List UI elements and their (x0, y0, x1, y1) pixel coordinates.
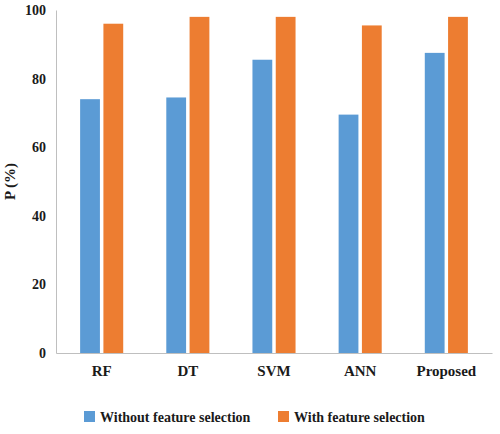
y-tick-label: 100 (25, 3, 46, 18)
y-tick: 100 (25, 3, 56, 18)
y-axis: 0 20 40 60 80 100 (25, 3, 57, 361)
legend: Without feature selection With feature se… (84, 410, 425, 425)
bar (252, 60, 272, 353)
legend-label: Without feature selection (100, 410, 251, 425)
legend-swatch (84, 411, 95, 422)
y-axis-title: P (%) (2, 163, 19, 200)
x-axis-line (57, 353, 493, 354)
bars (80, 17, 468, 353)
y-tick: 20 (32, 277, 56, 292)
y-tick-label: 60 (32, 140, 46, 155)
y-tick-label: 20 (32, 277, 46, 292)
legend-swatch (278, 411, 289, 422)
x-tick: DT (177, 353, 198, 379)
bar (103, 24, 123, 353)
bar (276, 17, 296, 353)
x-tick-label: Proposed (416, 363, 476, 379)
y-tick: 60 (32, 140, 56, 155)
y-tick: 40 (32, 209, 56, 224)
x-tick: SVM (257, 353, 290, 379)
legend-item: Without feature selection (84, 410, 251, 425)
chart: 0 20 40 60 80 100 RF DT SVM ANN Proposed P (%) Witho… (0, 0, 500, 434)
bar (362, 25, 382, 353)
y-tick-label: 0 (39, 346, 46, 361)
bar (339, 115, 359, 353)
x-tick: ANN (344, 353, 377, 379)
legend-item: With feature selection (278, 410, 425, 425)
bar (448, 17, 468, 353)
x-tick-label: RF (92, 363, 112, 379)
x-tick: Proposed (416, 353, 476, 379)
legend-label: With feature selection (294, 410, 425, 425)
x-tick-label: ANN (344, 363, 377, 379)
series (80, 53, 444, 353)
bar (425, 53, 445, 353)
x-tick-label: DT (177, 363, 198, 379)
y-tick-label: 80 (32, 72, 46, 87)
bar (190, 17, 210, 353)
y-tick: 80 (32, 72, 56, 87)
bar (166, 97, 186, 353)
plot: 0 20 40 60 80 100 RF DT SVM ANN Proposed (25, 3, 493, 379)
x-tick: RF (92, 353, 112, 379)
y-tick: 0 (39, 346, 56, 361)
x-axis: RF DT SVM ANN Proposed (57, 353, 493, 379)
bar (80, 99, 100, 353)
x-tick-label: SVM (257, 363, 290, 379)
y-tick-label: 40 (32, 209, 46, 224)
y-axis-line (56, 11, 57, 354)
series (103, 17, 467, 353)
